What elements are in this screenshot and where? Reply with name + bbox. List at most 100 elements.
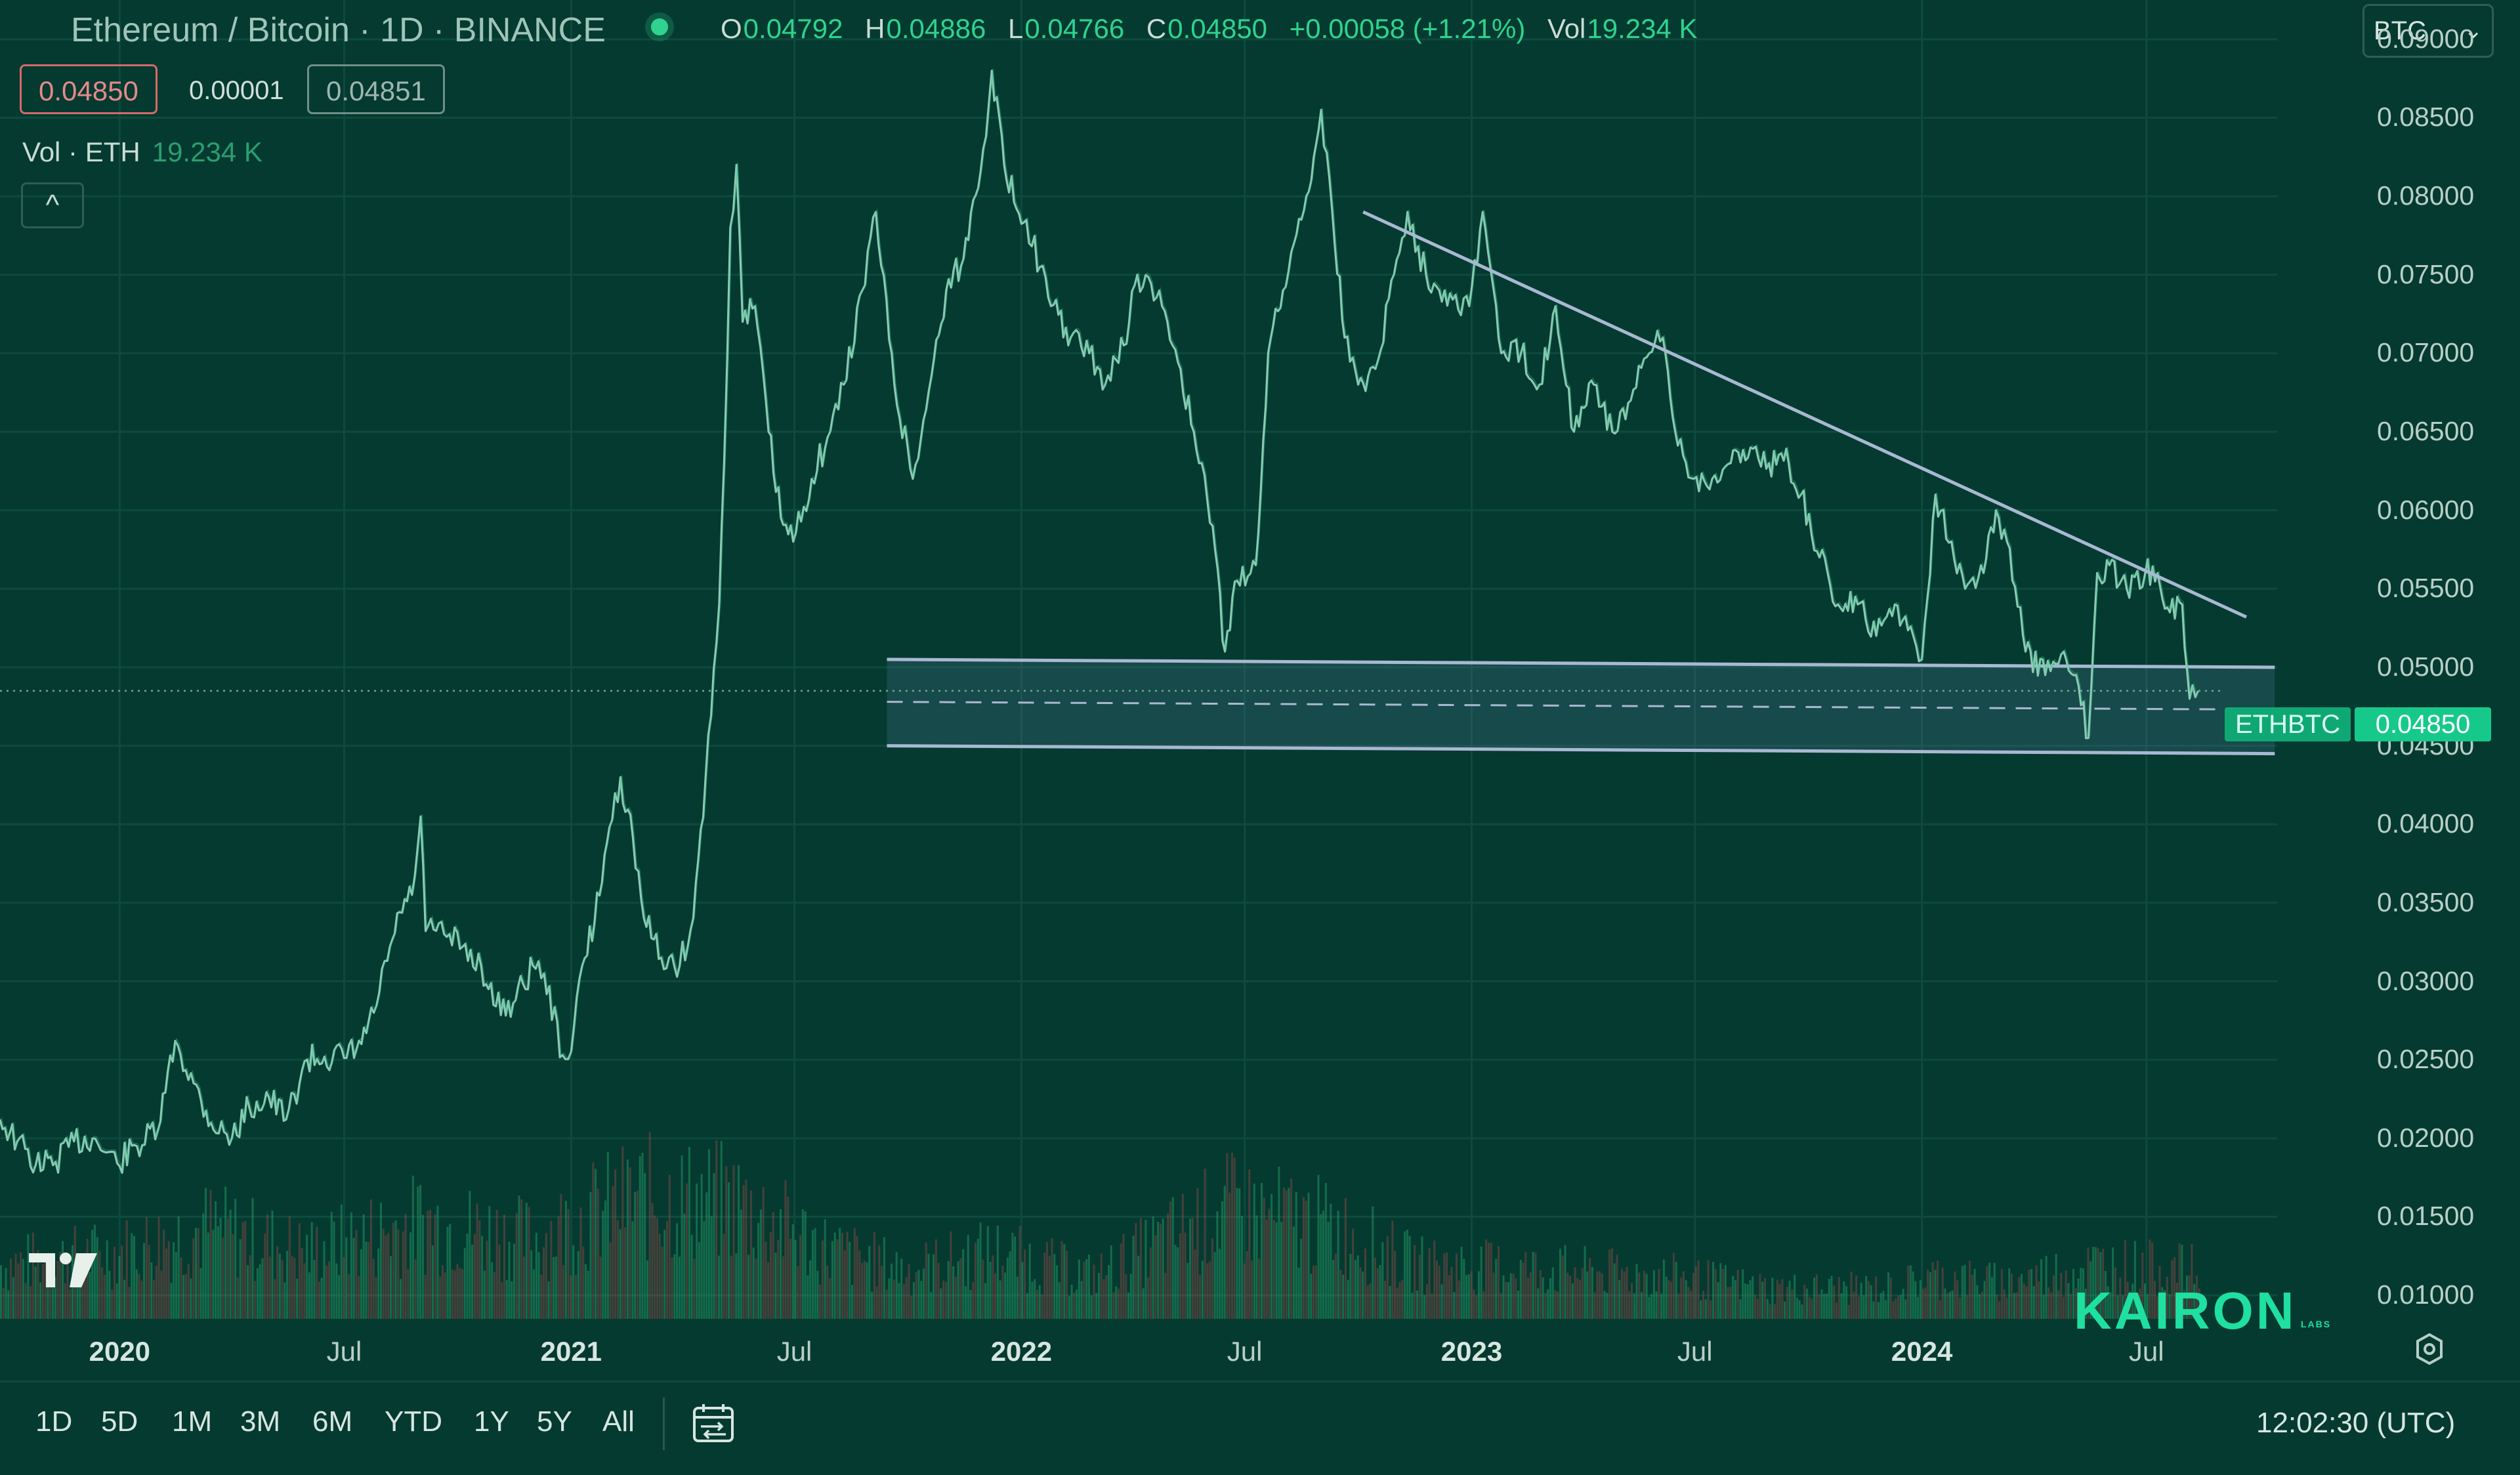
volume-bar (1115, 1286, 1118, 1319)
volume-bar (476, 1203, 478, 1319)
volume-bar (411, 1175, 414, 1319)
volume-bar (2092, 1247, 2095, 1319)
volume-bar (1616, 1255, 1618, 1319)
volume-bar (952, 1266, 955, 1319)
range-button-5y[interactable]: 5Y (537, 1405, 572, 1438)
volume-bar (651, 1203, 654, 1319)
volume-bar (2102, 1249, 2105, 1319)
volume-bar (76, 1261, 79, 1319)
volume-bar (1826, 1293, 1828, 1319)
bottom-toolbar (0, 1381, 2520, 1475)
tradingview-logo-icon[interactable] (29, 1251, 100, 1290)
volume-bar (1157, 1222, 1160, 1319)
volume-bar (1174, 1245, 1177, 1319)
sell-price-button[interactable]: 0.04850 (20, 64, 158, 114)
volume-bar (1805, 1289, 1808, 1319)
volume-bar (1369, 1283, 1372, 1319)
volume-bar (239, 1239, 242, 1319)
volume-bar (1769, 1304, 1771, 1319)
volume-bar (745, 1179, 747, 1319)
volume-bar (705, 1192, 708, 1319)
volume-bar (1411, 1293, 1414, 1319)
range-button-ytd[interactable]: YTD (385, 1405, 442, 1438)
support-zone-bottom[interactable] (887, 744, 2275, 756)
currency-select[interactable]: BTC ⌄ (2362, 4, 2494, 58)
volume-bar (463, 1248, 466, 1319)
volume-bar (1941, 1267, 1944, 1319)
volume-bar (671, 1257, 673, 1319)
volume-bar (1766, 1298, 1769, 1319)
volume-bar (5, 1268, 7, 1319)
volume-bar (1169, 1201, 1171, 1319)
volume-bar (1492, 1272, 1495, 1319)
volume-bar (330, 1211, 333, 1319)
buy-price-button[interactable]: 0.04851 (307, 64, 445, 114)
volume-bar (905, 1277, 908, 1319)
volume-bar (658, 1234, 661, 1319)
volume-bar (984, 1283, 987, 1319)
volume-bar (1312, 1265, 1315, 1319)
volume-indicator-label[interactable]: Vol · ETH 19.234 K (22, 136, 262, 168)
volume-bar (2072, 1268, 2074, 1319)
range-button-1d[interactable]: 1D (35, 1405, 73, 1438)
volume-bar (1438, 1266, 1440, 1319)
collapse-legend-button[interactable]: ^ (21, 182, 84, 228)
time-tick: Jul (1227, 1336, 1263, 1367)
range-button-5d[interactable]: 5D (101, 1405, 138, 1438)
volume-bar (1076, 1289, 1078, 1319)
volume-bar (444, 1272, 446, 1319)
volume-bar (720, 1141, 723, 1319)
volume-bar (59, 1252, 62, 1319)
volume-bar (2185, 1276, 2188, 1319)
clock-timezone[interactable]: 12:02:30 (UTC) (2256, 1407, 2456, 1439)
volume-bar (1191, 1218, 1194, 1319)
volume-bar (217, 1226, 219, 1319)
volume-bar (125, 1220, 128, 1319)
volume-bar (1988, 1262, 1991, 1319)
volume-bar (1505, 1281, 1507, 1319)
volume-bar (1386, 1236, 1389, 1319)
volume-bar (1090, 1295, 1093, 1319)
support-zone-mid[interactable] (887, 701, 2275, 711)
symbol-title[interactable]: Ethereum / Bitcoin · 1D · BINANCE (71, 11, 606, 49)
volume-bar (616, 1220, 619, 1319)
volume-bar (1110, 1245, 1112, 1319)
volume-bar (340, 1204, 343, 1319)
volume-bars (0, 1132, 2200, 1319)
volume-bar (298, 1223, 301, 1319)
volume-bar (1507, 1282, 1510, 1319)
volume-bar (962, 1249, 965, 1319)
price-line[interactable] (0, 70, 2200, 1174)
volume-bar (389, 1256, 392, 1319)
volume-bar (1297, 1267, 1300, 1319)
volume-bar (900, 1258, 903, 1319)
range-button-6m[interactable]: 6M (312, 1405, 353, 1438)
descending-trendline[interactable] (1362, 210, 2248, 619)
volume-bar (1246, 1251, 1248, 1319)
volume-bar (246, 1265, 249, 1319)
range-button-3m[interactable]: 3M (240, 1405, 281, 1438)
volume-bar (64, 1283, 66, 1319)
volume-bar (1288, 1188, 1290, 1319)
volume-bar (1129, 1274, 1132, 1319)
range-button-1m[interactable]: 1M (172, 1405, 213, 1438)
volume-bar (498, 1244, 501, 1319)
range-button-all[interactable]: All (602, 1405, 635, 1438)
range-button-1y[interactable]: 1Y (474, 1405, 509, 1438)
volume-bar (1899, 1295, 1902, 1319)
volume-bar (160, 1270, 163, 1319)
volume-bar (868, 1245, 871, 1319)
volume-bar (288, 1216, 291, 1319)
volume-bar (1517, 1290, 1520, 1319)
go-to-date-calendar-icon[interactable] (692, 1403, 735, 1444)
settings-gear-icon[interactable] (2412, 1332, 2446, 1366)
volume-bar (2193, 1283, 2196, 1319)
volume-bar (385, 1235, 387, 1319)
volume-bar (1798, 1300, 1801, 1319)
volume-bar (619, 1229, 621, 1319)
volume-bar (1199, 1275, 1202, 1319)
volume-bar (205, 1188, 207, 1319)
volume-bar (232, 1234, 234, 1319)
volume-bar (2119, 1278, 2122, 1319)
